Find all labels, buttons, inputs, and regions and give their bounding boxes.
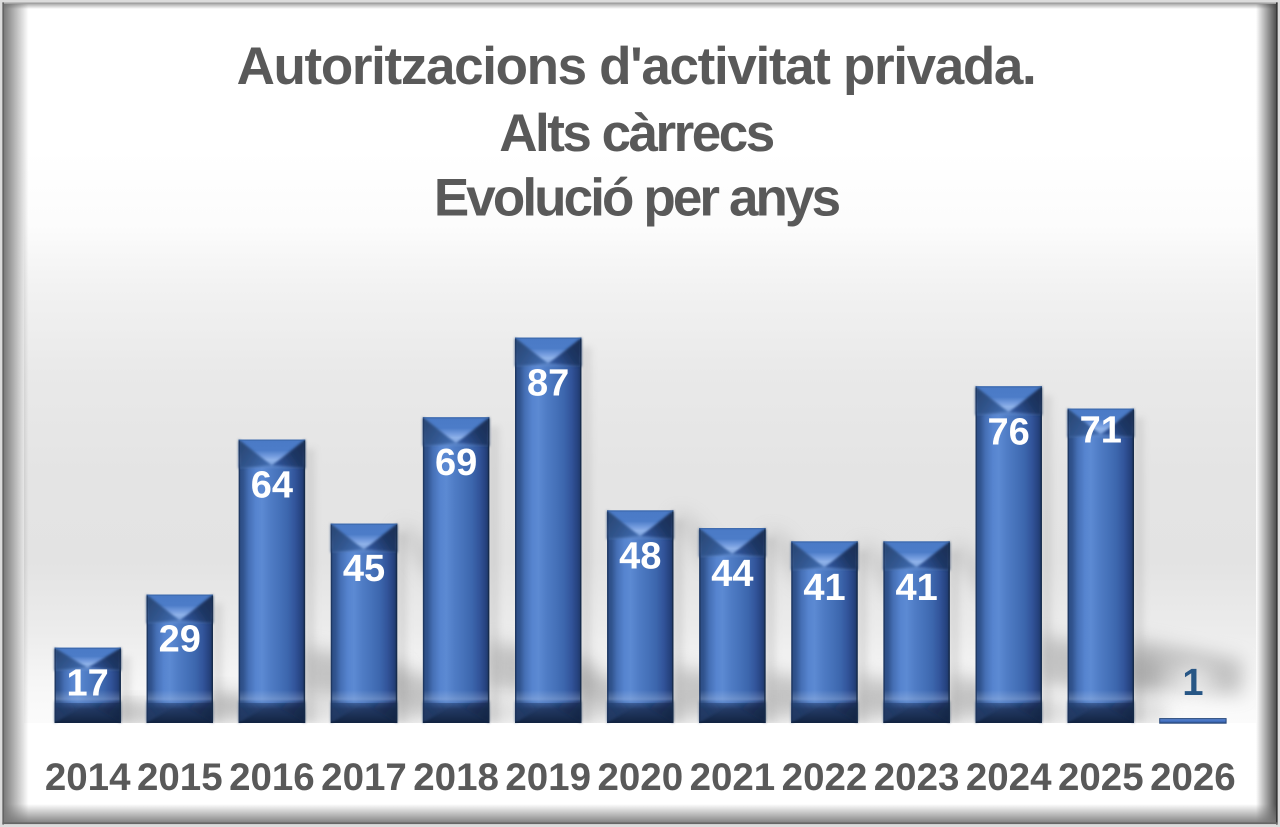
svg-text:2022: 2022 [782, 756, 868, 799]
svg-text:48: 48 [619, 535, 661, 577]
svg-text:1: 1 [1182, 662, 1203, 704]
svg-text:2016: 2016 [229, 756, 315, 799]
svg-text:2015: 2015 [137, 756, 223, 799]
svg-text:17: 17 [67, 662, 109, 704]
svg-text:87: 87 [527, 363, 569, 405]
svg-text:Evolució per anys: Evolució per anys [434, 169, 840, 228]
svg-text:69: 69 [435, 442, 477, 484]
svg-text:2024: 2024 [966, 756, 1052, 799]
svg-text:2026: 2026 [1150, 756, 1236, 799]
svg-text:41: 41 [803, 567, 845, 609]
svg-text:2020: 2020 [597, 756, 683, 799]
svg-text:2025: 2025 [1058, 756, 1144, 799]
svg-text:2014: 2014 [45, 756, 131, 799]
svg-text:45: 45 [343, 548, 385, 590]
svg-text:64: 64 [251, 464, 293, 506]
svg-text:2023: 2023 [874, 756, 960, 799]
svg-text:2019: 2019 [505, 756, 591, 799]
svg-text:44: 44 [711, 553, 753, 595]
svg-text:76: 76 [988, 411, 1030, 453]
svg-text:41: 41 [895, 567, 937, 609]
svg-text:29: 29 [159, 619, 201, 661]
svg-text:Autoritzacions d'activitat pri: Autoritzacions d'activitat privada. [237, 37, 1036, 96]
svg-text:Alts càrrecs: Alts càrrecs [499, 104, 774, 163]
svg-text:2021: 2021 [690, 756, 776, 799]
svg-text:2018: 2018 [413, 756, 499, 799]
svg-text:2017: 2017 [321, 756, 407, 799]
svg-text:71: 71 [1080, 410, 1122, 452]
